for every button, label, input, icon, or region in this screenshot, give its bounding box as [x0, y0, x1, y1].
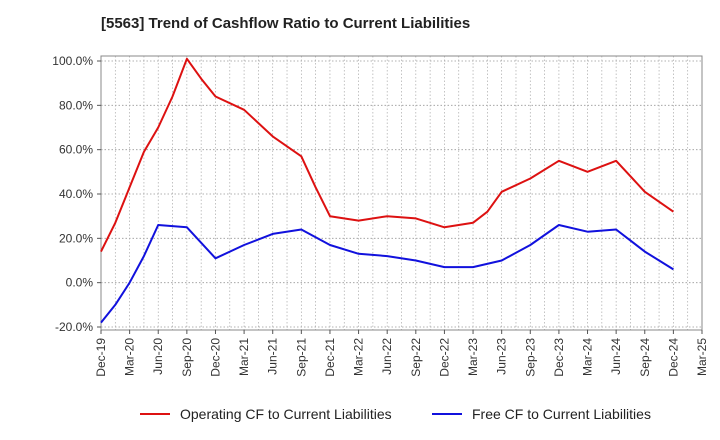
series-line-free-cf	[100, 224, 674, 324]
y-axis-ticks: -20.0% 0.0% 20.0% 40.0% 60.0% 80.0% 100.0%	[52, 54, 101, 334]
x-tick-label: Dec-20	[208, 338, 222, 377]
x-tick-label: Jun-23	[495, 338, 509, 375]
legend-item-operating-cf: Operating CF to Current Liabilities	[140, 406, 392, 422]
y-tick-label: 20.0%	[59, 231, 93, 245]
y-tick-label: -20.0%	[55, 320, 93, 334]
x-tick-label: Mar-22	[352, 338, 366, 376]
legend-label: Free CF to Current Liabilities	[472, 406, 651, 422]
x-tick-label: Jun-24	[609, 338, 623, 375]
x-tick-label: Sep-20	[180, 338, 194, 377]
legend: Operating CF to Current Liabilities Free …	[140, 406, 651, 422]
x-tick-label: Sep-22	[409, 338, 423, 377]
y-tick-label: 80.0%	[59, 98, 93, 112]
y-tick-label: 40.0%	[59, 187, 93, 201]
series-layer	[100, 57, 674, 324]
x-tick-label: Sep-23	[523, 338, 537, 377]
x-tick-label: Jun-22	[380, 338, 394, 375]
y-tick-label: 100.0%	[52, 54, 93, 68]
plot-frame	[100, 55, 703, 331]
y-tick-label: 0.0%	[66, 276, 94, 290]
x-tick-label: Dec-21	[323, 338, 337, 377]
x-tick-label: Dec-23	[552, 338, 566, 377]
x-tick-label: Mar-23	[466, 338, 480, 376]
y-tick-label: 60.0%	[59, 143, 93, 157]
legend-item-free-cf: Free CF to Current Liabilities	[432, 406, 651, 422]
grid-layer	[100, 56, 703, 330]
series-line-operating-cf	[100, 57, 674, 253]
x-tick-label: Jun-20	[151, 338, 165, 375]
x-tick-label: Jun-21	[266, 338, 280, 375]
x-tick-label: Dec-19	[94, 338, 108, 377]
x-tick-label: Sep-21	[294, 338, 308, 377]
x-tick-label: Mar-20	[123, 338, 137, 376]
x-tick-label: Mar-25	[695, 338, 709, 376]
x-tick-label: Sep-24	[638, 338, 652, 377]
x-tick-label: Dec-24	[666, 338, 680, 377]
x-axis-ticks: Dec-19 Mar-20 Jun-20 Sep-20 Dec-20 Mar-21 Jun-…	[94, 330, 709, 377]
x-tick-label: Dec-22	[437, 338, 451, 377]
legend-label: Operating CF to Current Liabilities	[180, 406, 392, 422]
x-tick-label: Mar-21	[237, 338, 251, 376]
chart-title: [5563] Trend of Cashflow Ratio to Curren…	[101, 15, 470, 32]
x-tick-label: Mar-24	[581, 338, 595, 376]
